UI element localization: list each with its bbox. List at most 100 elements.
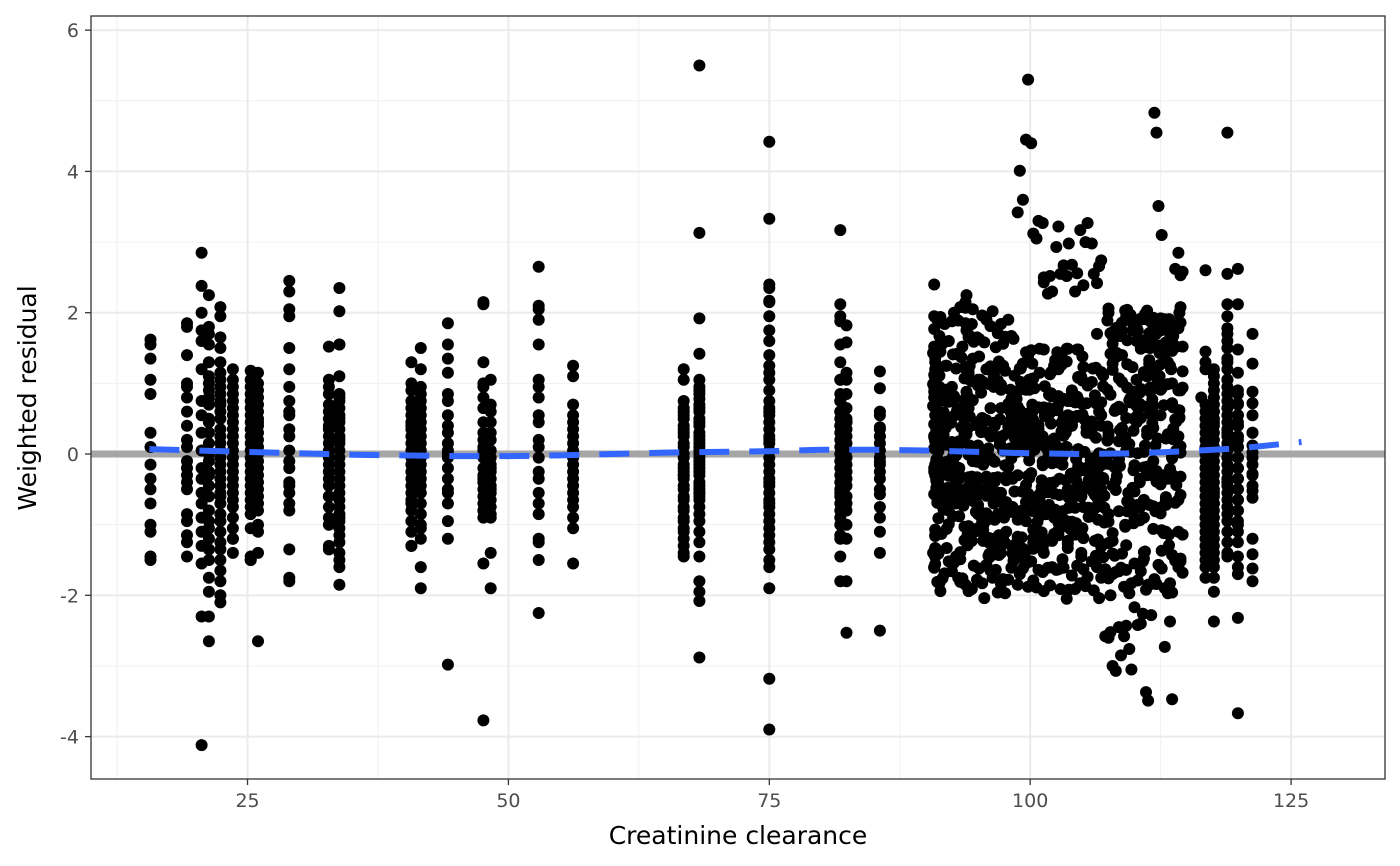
- data-point: [693, 347, 706, 360]
- data-point: [978, 592, 991, 605]
- data-point: [1127, 385, 1140, 398]
- data-point: [567, 522, 580, 535]
- data-point: [1002, 501, 1015, 514]
- data-point: [1176, 340, 1189, 353]
- data-point: [1231, 493, 1244, 506]
- data-point: [1221, 525, 1234, 538]
- data-point: [1020, 505, 1032, 518]
- data-point: [934, 345, 947, 358]
- data-point: [693, 226, 706, 239]
- data-point: [1069, 285, 1082, 298]
- data-point: [202, 327, 215, 340]
- data-point: [1123, 643, 1136, 655]
- data-point: [1060, 270, 1073, 282]
- data-point: [940, 542, 953, 554]
- data-point: [1023, 383, 1036, 396]
- data-point: [1123, 587, 1136, 600]
- data-point: [951, 404, 964, 417]
- data-point: [226, 546, 239, 559]
- data-point: [1065, 418, 1078, 431]
- data-point: [1176, 566, 1189, 579]
- data-point: [834, 298, 847, 311]
- data-point: [405, 419, 418, 432]
- data-point: [441, 317, 454, 330]
- data-point: [693, 651, 706, 664]
- data-point: [283, 285, 296, 298]
- data-point: [763, 282, 776, 294]
- data-point: [763, 672, 776, 685]
- data-point: [1125, 663, 1138, 676]
- data-point: [1221, 373, 1234, 386]
- data-point: [283, 543, 296, 556]
- data-point: [693, 515, 706, 528]
- data-point: [144, 497, 157, 510]
- data-point: [441, 409, 454, 422]
- data-point: [1231, 611, 1244, 624]
- data-point: [484, 405, 497, 418]
- data-point: [441, 366, 454, 379]
- data-point: [441, 532, 454, 545]
- data-point: [966, 455, 979, 468]
- data-point: [1060, 515, 1073, 528]
- data-point: [1091, 327, 1103, 340]
- data-point: [930, 388, 943, 400]
- data-point: [873, 421, 886, 434]
- data-point: [932, 430, 945, 443]
- data-point: [873, 430, 886, 443]
- data-point: [1246, 458, 1259, 471]
- data-point: [1030, 232, 1043, 245]
- data-point: [1155, 229, 1168, 241]
- data-point: [226, 522, 239, 535]
- data-point: [414, 497, 427, 510]
- data-point: [1011, 578, 1024, 591]
- data-point: [1045, 390, 1058, 403]
- data-point: [1133, 514, 1146, 527]
- data-point: [1093, 592, 1106, 605]
- data-point: [1221, 550, 1234, 563]
- data-point: [1221, 426, 1234, 439]
- data-point: [532, 497, 545, 510]
- data-point: [1121, 358, 1134, 371]
- data-point: [947, 395, 959, 407]
- data-point: [477, 557, 490, 570]
- x-tick-label: 25: [235, 790, 259, 812]
- data-point: [1165, 363, 1178, 376]
- data-point: [1144, 385, 1157, 398]
- data-point: [322, 340, 335, 353]
- data-point: [202, 398, 215, 411]
- data-point: [873, 488, 886, 501]
- data-point: [693, 312, 706, 325]
- data-point: [1097, 380, 1110, 393]
- data-point: [1052, 220, 1065, 233]
- data-point: [1167, 401, 1180, 414]
- data-point: [333, 511, 346, 524]
- data-point: [1050, 241, 1063, 253]
- data-point: [957, 489, 970, 502]
- data-point: [840, 497, 853, 510]
- data-point: [1131, 447, 1144, 460]
- data-point: [1082, 465, 1095, 477]
- data-point: [181, 391, 193, 404]
- data-point: [840, 479, 853, 492]
- data-point: [181, 405, 193, 418]
- data-point: [484, 483, 497, 496]
- data-point: [955, 351, 968, 364]
- data-point: [202, 338, 215, 351]
- data-point: [1085, 415, 1098, 428]
- data-point: [965, 583, 978, 595]
- data-point: [1081, 502, 1094, 515]
- data-point: [693, 392, 706, 405]
- data-point: [840, 388, 853, 400]
- data-point: [1033, 366, 1046, 379]
- data-point: [1075, 546, 1088, 559]
- data-point: [202, 571, 215, 584]
- data-point: [1207, 416, 1220, 429]
- data-point: [962, 366, 975, 379]
- data-point: [1246, 385, 1259, 398]
- data-point: [974, 373, 987, 386]
- data-point: [484, 426, 497, 439]
- data-point: [677, 423, 690, 436]
- data-point: [1231, 483, 1244, 496]
- data-point: [1207, 497, 1220, 510]
